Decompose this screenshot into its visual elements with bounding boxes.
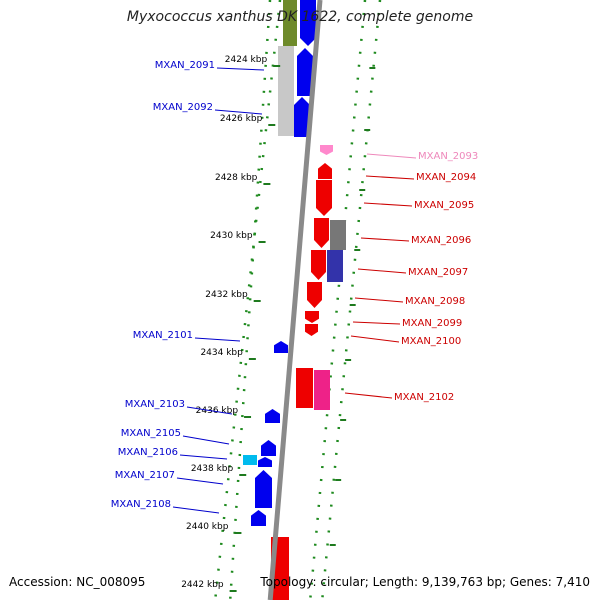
gene-leader-line: [182, 435, 230, 445]
gene-label: MXAN_2097: [408, 267, 468, 278]
gene-arrow-blue: [274, 341, 288, 353]
gene-label: MXAN_2092: [153, 102, 213, 113]
gene-labels: MXAN_2091 MXAN_2092 MXAN_2093 MXAN_2094 MXAN…: [111, 60, 478, 514]
gene-arrow-pink: [320, 145, 333, 155]
scale-tick-label: 2434 kbp: [200, 348, 243, 358]
scale-tick-label: 2432 kbp: [205, 290, 248, 300]
gene-label: MXAN_2100: [401, 336, 461, 347]
gene-arrow-red: [318, 163, 332, 179]
scale-tick-label: 2430 kbp: [210, 231, 253, 241]
gene-leader-line: [352, 321, 401, 325]
gene-label: MXAN_2101: [133, 330, 193, 341]
gene-label: MXAN_2099: [402, 318, 462, 329]
dotted-guide-left-inner: [228, 0, 272, 600]
gene-arrow-blue: [251, 510, 266, 526]
gene-leader-line: [176, 477, 224, 485]
dotted-guides: [213, 0, 382, 600]
gene-label: MXAN_2106: [118, 447, 178, 458]
scale-tick-label: 2428 kbp: [215, 173, 258, 183]
scale-tick-label: 2426 kbp: [220, 114, 263, 124]
gene-leader-line: [194, 337, 241, 342]
gene-leader-line: [214, 109, 263, 115]
gene-label: MXAN_2102: [394, 392, 454, 403]
scale-tick-label: 2424 kbp: [225, 55, 268, 65]
scale-tick-label: 2440 kbp: [186, 522, 229, 532]
gene-label: MXAN_2091: [155, 60, 215, 71]
gene-arrow-blue: [265, 409, 280, 423]
gene-arrow-red: [305, 311, 319, 323]
gene-label: MXAN_2093: [418, 151, 478, 162]
gene-label: MXAN_2096: [411, 235, 471, 246]
gene-block-navy: [327, 250, 343, 282]
gene-arrow-blue: [297, 48, 313, 96]
gene-arrow-blue: [294, 97, 310, 137]
scale-tick-label: 2442 kbp: [181, 580, 224, 590]
gene-arrow-red: [314, 218, 329, 248]
gene-leader-line: [365, 175, 415, 180]
gene-leader-line: [344, 392, 393, 399]
gene-label: MXAN_2103: [125, 399, 185, 410]
gene-label: MXAN_2105: [121, 428, 181, 439]
gene-block-olive: [283, 0, 297, 46]
gene-leader-line: [357, 268, 407, 274]
map-title: Myxococcus xanthus DK 1622, complete gen…: [126, 9, 474, 25]
gene-arrow-red: [305, 324, 318, 336]
gene-block-magenta: [314, 370, 330, 410]
gene-label: MXAN_2095: [414, 200, 474, 211]
gene-leader-line: [366, 153, 417, 159]
gene-leader-line: [350, 335, 400, 343]
gene-label: MXAN_2108: [111, 499, 171, 510]
gene-arrow-red: [296, 368, 313, 408]
gene-arrow-blue: [258, 457, 272, 467]
gene-leader-line: [172, 506, 220, 514]
gene-block-grey: [330, 220, 346, 250]
gene-arrow-blue: [300, 0, 316, 46]
scale-ticks: 2424 kbp 2426 kbp 2428 kbp 2430 kbp 2432 kbp…: [181, 55, 376, 592]
scale-tick-label: 2438 kbp: [191, 464, 234, 474]
scale-tick-label: 2436 kbp: [196, 406, 239, 416]
gene-leader-line: [360, 237, 410, 242]
gene-leader-line: [363, 202, 413, 207]
accession-text: Accession: NC_008095: [9, 575, 146, 589]
dotted-guide-left-outer: [213, 0, 282, 600]
gene-label: MXAN_2094: [416, 172, 476, 183]
backbone-line: [267, 0, 323, 600]
gene-label: MXAN_2107: [115, 470, 175, 481]
gene-label: MXAN_2098: [405, 296, 465, 307]
gene-arrow-blue: [261, 440, 276, 456]
gene-arrow-blue: [255, 470, 272, 508]
gene-leader-line: [186, 406, 233, 415]
gene-arrow-red: [311, 250, 326, 280]
genome-backbone: [267, 0, 323, 600]
gene-block-grey: [278, 46, 294, 136]
gene-leader-line: [354, 297, 404, 303]
gene-arrow-red: [307, 282, 322, 308]
gene-block-cyan: [243, 455, 257, 465]
dotted-guide-right-outer: [320, 0, 382, 600]
gene-leader-line: [179, 454, 228, 460]
gene-arrow-red: [316, 180, 332, 216]
gene-leader-line: [216, 67, 265, 71]
genome-summary-text: Topology: circular; Length: 9,139,763 bp…: [260, 575, 590, 589]
